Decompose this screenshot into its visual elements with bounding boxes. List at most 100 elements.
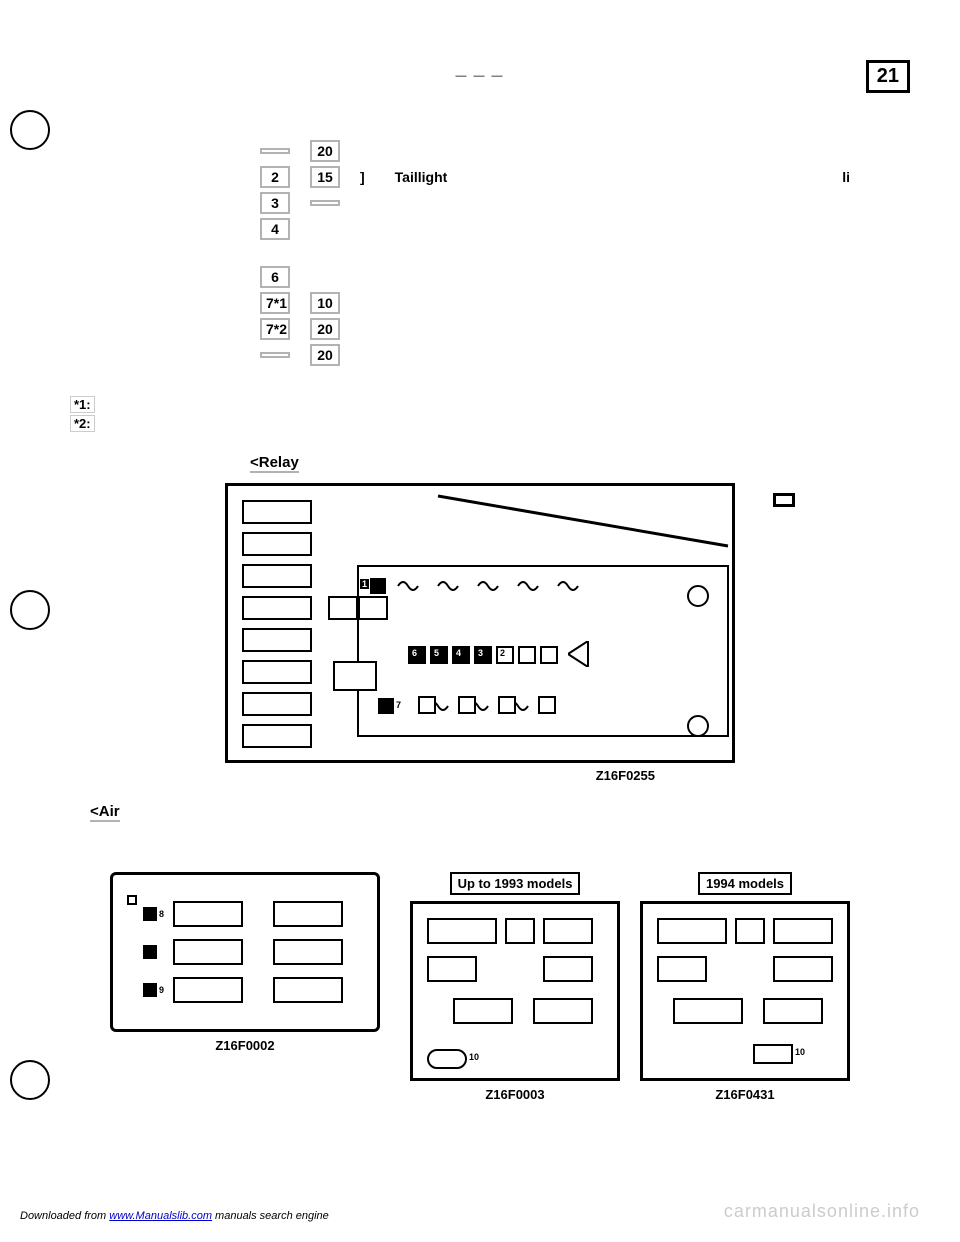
relay-block (333, 661, 377, 691)
relay-block (273, 901, 343, 927)
relay-block (735, 918, 765, 944)
table-row: 7*2 20 (260, 318, 850, 340)
note-row: *1: (70, 396, 910, 413)
relay-block (753, 1044, 793, 1064)
fuse-cap (310, 200, 340, 206)
relay-block (173, 977, 243, 1003)
fuse-block (518, 646, 536, 664)
fuse-no: 2 (260, 166, 290, 188)
relay-block (427, 1049, 467, 1069)
relay-box-diagram: 1 6 5 4 3 2 7 (225, 483, 735, 763)
fuse-filled (378, 698, 394, 714)
relay-block (505, 918, 535, 944)
fuse-block (540, 646, 558, 664)
fuse-number: 10 (469, 1052, 479, 1062)
air-section-title: <Air (90, 803, 120, 822)
notes: *1: *2: (70, 396, 910, 432)
fuse-cap: 10 (310, 292, 340, 314)
model-1993-diagram: 10 (410, 901, 620, 1081)
fuse-filled (143, 983, 157, 997)
fuse-filled (370, 578, 386, 594)
relay-block (533, 998, 593, 1024)
page-number: 21 (866, 60, 910, 93)
relay-block (427, 956, 477, 982)
outline-path (228, 486, 732, 760)
relay-block (328, 596, 358, 620)
relay-block (773, 956, 833, 982)
model-year-label: 1994 models (698, 872, 792, 895)
table-row (260, 244, 850, 262)
fuse-number: 7 (396, 700, 401, 710)
fuse-no: 4 (260, 218, 290, 240)
fuse-cap: 20 (310, 140, 340, 162)
relay-block (173, 901, 243, 927)
fuse-cap: 15 (310, 166, 340, 188)
model-year-label: Up to 1993 models (450, 872, 581, 895)
fuse-block (418, 696, 436, 714)
fuse-no (260, 148, 290, 154)
relay-block (773, 918, 833, 944)
watermark: carmanualsonline.info (724, 1201, 920, 1222)
triangle-icon (568, 641, 598, 667)
table-row: 4 (260, 218, 850, 240)
binder-hole-bottom (10, 1060, 50, 1100)
relay-block (273, 977, 343, 1003)
fuse-number: 4 (456, 648, 461, 658)
fuse-number: 6 (412, 648, 417, 658)
relay-block (657, 956, 707, 982)
relay-block (273, 939, 343, 965)
relay-block (673, 998, 743, 1024)
bracket-icon: ] (360, 169, 365, 185)
trailing-marker: li (842, 169, 850, 185)
relay-block (358, 596, 388, 620)
fuse-number: 2 (500, 648, 505, 658)
air-box-diagram: 8 9 (110, 872, 380, 1032)
fuse-no (260, 352, 290, 358)
air-diagram-code: Z16F0002 (110, 1038, 380, 1053)
relay-block (427, 918, 497, 944)
table-row: 20 (260, 344, 850, 366)
model-diagrams: Up to 1993 models 10 Z16F0003 1994 model… (410, 872, 850, 1102)
fuse-number: 9 (159, 985, 164, 995)
note-key: *1: (70, 396, 95, 413)
fuse-number: 8 (159, 909, 164, 919)
relay-diagram-code: Z16F0255 (596, 768, 655, 783)
relay-block (543, 956, 593, 982)
header-line: — — — (455, 70, 504, 82)
relay-block (657, 918, 727, 944)
fuse-no: 3 (260, 192, 290, 214)
fuse-filled (143, 907, 157, 921)
fuse-number: 10 (795, 1047, 805, 1057)
binder-hole-mid (10, 590, 50, 630)
table-row: 2 15 ] Taillight li (260, 166, 850, 188)
fuse-table: 20 2 15 ] Taillight li 3 4 6 7*1 10 7*2 … (260, 140, 850, 366)
model-1994-diagram: 10 (640, 901, 850, 1081)
fuse-no: 6 (260, 266, 290, 288)
footer-link[interactable]: www.Manualslib.com (109, 1210, 212, 1222)
fuse-filled (143, 945, 157, 959)
relay-block (173, 939, 243, 965)
fuse-number: 3 (478, 648, 483, 658)
corner-dot (127, 895, 137, 905)
air-diagram-column: 8 9 Z16F0002 (50, 872, 380, 1053)
table-row: 20 (260, 140, 850, 162)
relay-section-title: <Relay (250, 454, 299, 473)
model-1994-code: Z16F0431 (640, 1087, 850, 1102)
fuse-block (538, 696, 556, 714)
fuse-circuit: Taillight (385, 169, 823, 185)
relay-block (543, 918, 593, 944)
fuse-block (498, 696, 516, 714)
fuse-cap: 20 (310, 344, 340, 366)
relay-block (453, 998, 513, 1024)
note-key: *2: (70, 415, 95, 432)
table-row: 6 (260, 266, 850, 288)
footer-suffix: manuals search engine (215, 1210, 329, 1222)
fuse-number: 5 (434, 648, 439, 658)
table-row: 3 (260, 192, 850, 214)
footer: Downloaded from www.Manualslib.com manua… (20, 1210, 329, 1222)
fuse-no: 7*2 (260, 318, 290, 340)
fuse-cap: 20 (310, 318, 340, 340)
fuse-number: 1 (360, 579, 369, 589)
binder-hole-top (10, 110, 50, 150)
model-1993-code: Z16F0003 (410, 1087, 620, 1102)
